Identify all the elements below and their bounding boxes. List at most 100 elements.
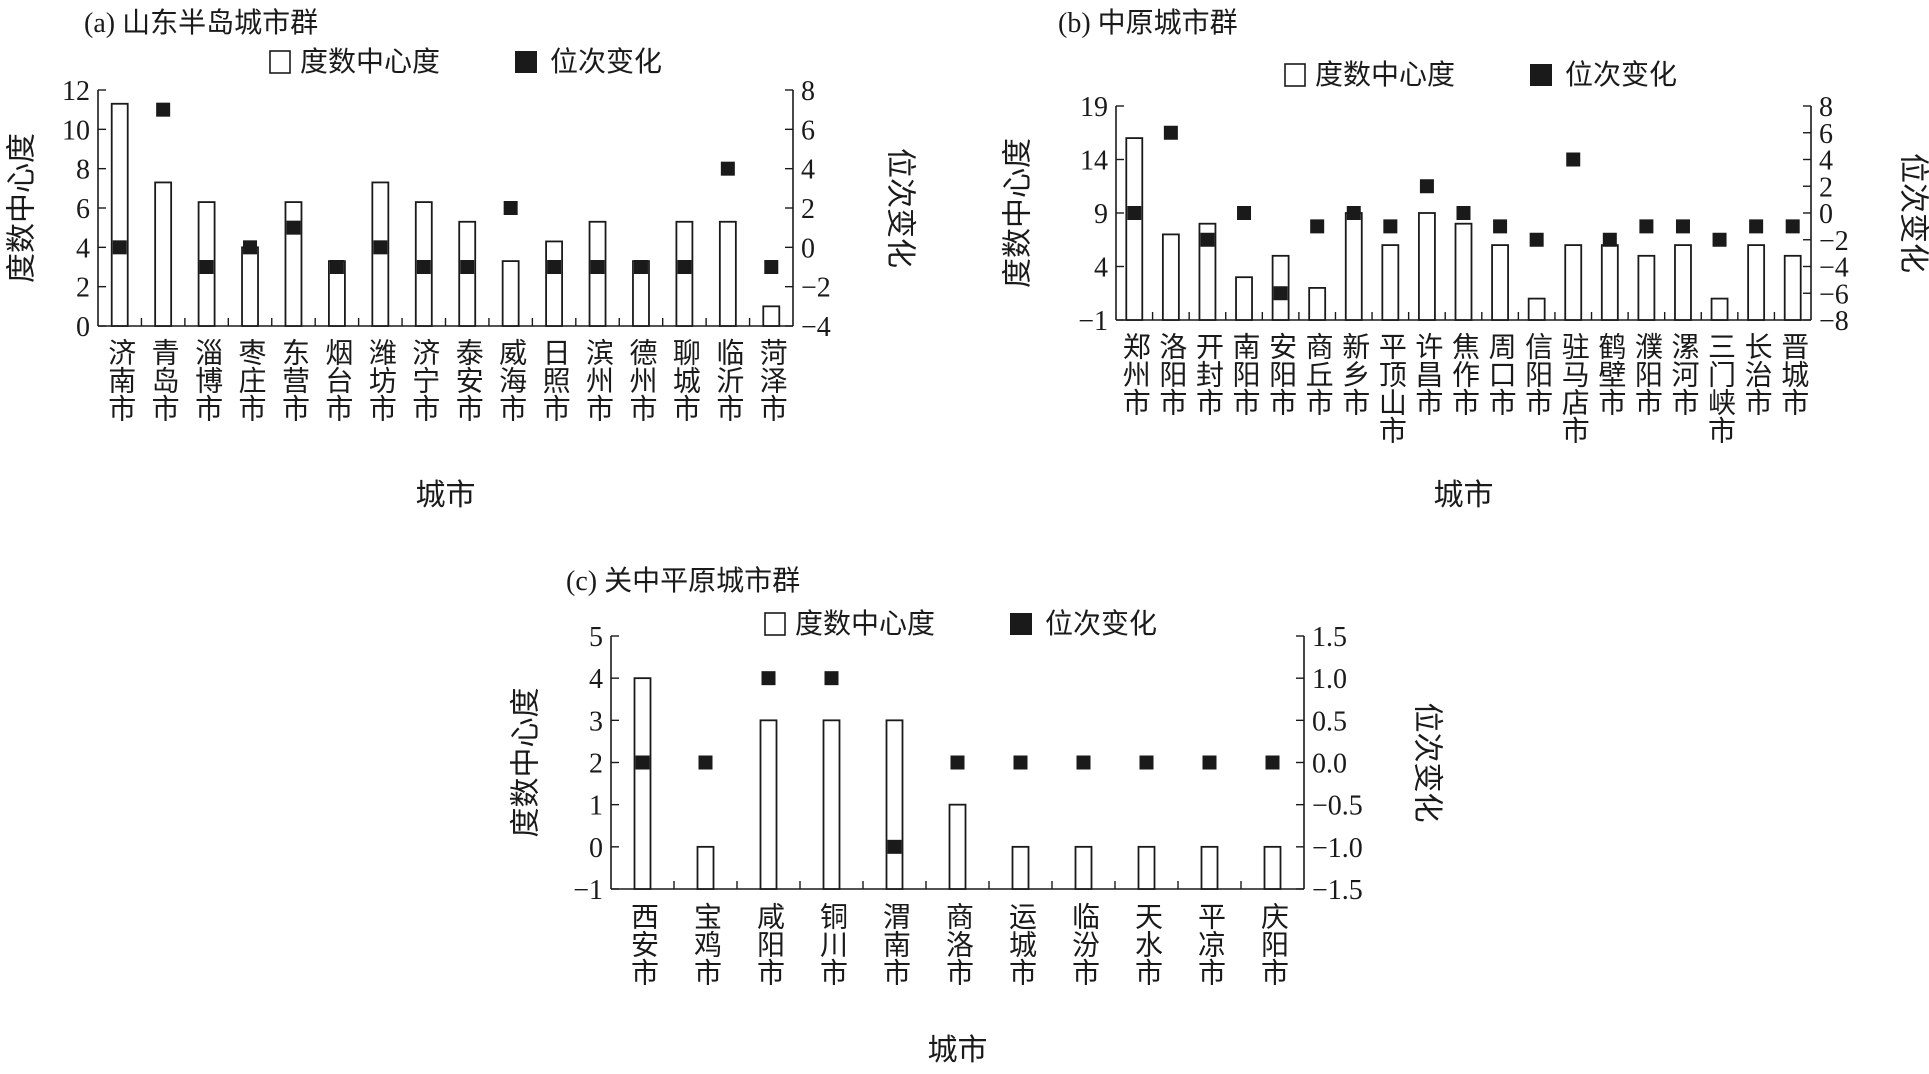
y-tick-label: 0 — [76, 312, 90, 343]
marker-rank-change — [824, 671, 839, 686]
marker-rank-change — [1139, 755, 1154, 770]
bar-degree-centrality — [1527, 297, 1546, 321]
y2-tick-label: 0 — [1819, 199, 1833, 230]
marker-rank-change — [950, 755, 965, 770]
y-tick-label: 4 — [589, 664, 603, 695]
x-tick-label: 洛阳市 — [1155, 332, 1186, 416]
marker-rank-change — [1346, 206, 1361, 220]
marker-rank-change — [1639, 219, 1654, 234]
x-tick-label: 信阳市 — [1521, 332, 1553, 416]
y2-tick-label: 0.5 — [1312, 706, 1347, 737]
x-tick-label: 日照市 — [539, 338, 570, 422]
y2-tick-label: 6 — [801, 115, 815, 146]
y2-tick-label: −6 — [1819, 279, 1849, 310]
y2-tick-label: 2 — [1819, 172, 1833, 203]
bar-degree-centrality — [1198, 222, 1217, 321]
y-axis-label: 度数中心度 — [1002, 138, 1035, 288]
y-tick-label: 2 — [589, 749, 603, 780]
marker-rank-change — [243, 240, 258, 255]
marker-rank-change — [1237, 206, 1252, 220]
legend-swatch-marker — [1530, 64, 1552, 86]
marker-rank-change — [156, 102, 171, 117]
bar-degree-centrality — [501, 260, 520, 327]
x-tick-label: 枣庄市 — [235, 338, 267, 422]
marker-rank-change — [1013, 755, 1028, 770]
bar-degree-centrality — [1263, 845, 1282, 890]
y2-tick-label: 4 — [1819, 146, 1833, 177]
bar-degree-centrality — [1747, 244, 1766, 321]
bar-degree-centrality — [696, 845, 715, 890]
x-tick-label: 鹤壁市 — [1594, 332, 1626, 416]
y2-tick-label: −1.5 — [1312, 875, 1363, 906]
bar-degree-centrality — [1710, 297, 1729, 321]
x-tick-label: 开封市 — [1192, 332, 1223, 416]
marker-rank-change — [1310, 219, 1325, 234]
bar-degree-centrality — [545, 240, 563, 327]
marker-rank-change — [635, 755, 650, 770]
marker-rank-change — [1076, 755, 1091, 770]
y2-tick-label: −8 — [1819, 306, 1849, 337]
bar-degree-centrality — [759, 719, 778, 890]
x-tick-label: 庆阳市 — [1257, 902, 1289, 986]
legend-swatch-bar — [1284, 63, 1306, 87]
y2-axis-label: 位次变化 — [1897, 153, 1929, 273]
marker-rank-change — [764, 260, 779, 274]
y2-tick-label: 8 — [801, 76, 815, 107]
chart-title: (b) 中原城市群 — [1058, 7, 1238, 39]
marker-rank-change — [1749, 219, 1764, 234]
x-tick-label: 临沂市 — [712, 338, 743, 422]
x-tick-label: 南阳市 — [1229, 332, 1260, 416]
marker-rank-change — [761, 671, 776, 686]
legend-swatch-bar — [269, 50, 291, 74]
bar-degree-centrality — [154, 181, 173, 327]
y-tick-label: −1 — [1078, 306, 1108, 337]
legend-swatch-marker — [515, 51, 537, 73]
bar-degree-centrality — [718, 220, 737, 327]
bar-degree-centrality — [1161, 233, 1180, 321]
bar-degree-centrality — [633, 677, 652, 890]
bar-degree-centrality — [1491, 244, 1509, 321]
x-tick-label: 烟台市 — [321, 338, 352, 422]
bar-degree-centrality — [1418, 212, 1436, 321]
x-tick-label: 渭南市 — [879, 902, 910, 986]
y-tick-label: 2 — [76, 273, 90, 304]
x-tick-label: 临汾市 — [1068, 902, 1099, 986]
legend-label-bar: 度数中心度 — [795, 608, 935, 640]
bar-degree-centrality — [1200, 845, 1219, 890]
x-tick-label: 菏泽市 — [756, 338, 787, 422]
y-tick-label: 3 — [589, 706, 603, 737]
y2-tick-label: 8 — [1819, 92, 1833, 123]
x-tick-label: 新乡市 — [1338, 332, 1369, 416]
y2-tick-label: 4 — [801, 155, 815, 186]
bar-degree-centrality — [1600, 244, 1619, 321]
x-tick-label: 青岛市 — [148, 338, 179, 422]
bar-degree-centrality — [1308, 286, 1327, 321]
y2-tick-label: 0.0 — [1312, 749, 1347, 780]
x-tick-label: 运城市 — [1005, 902, 1036, 986]
x-tick-label: 长治市 — [1741, 332, 1772, 416]
marker-rank-change — [1419, 179, 1434, 194]
y-tick-label: 9 — [1094, 199, 1108, 230]
marker-rank-change — [1566, 152, 1581, 167]
y-tick-label: −1 — [573, 875, 603, 906]
y2-tick-label: −2 — [801, 273, 831, 304]
bar-degree-centrality — [1074, 845, 1093, 890]
x-tick-label: 德州市 — [625, 338, 657, 422]
bar-degree-centrality — [1125, 137, 1144, 321]
marker-rank-change — [547, 260, 562, 274]
x-tick-label: 宝鸡市 — [690, 902, 722, 986]
marker-rank-change — [460, 260, 475, 274]
x-tick-label: 商丘市 — [1302, 332, 1333, 416]
x-axis-label: 城市 — [1434, 479, 1494, 512]
y2-tick-label: 1.5 — [1312, 622, 1347, 653]
marker-rank-change — [1493, 219, 1508, 234]
marker-rank-change — [590, 260, 605, 274]
y-tick-label: 0 — [589, 833, 603, 864]
bar-degree-centrality — [241, 246, 259, 327]
marker-rank-change — [1785, 219, 1800, 234]
x-tick-label: 濮阳市 — [1631, 332, 1662, 416]
y-tick-label: 4 — [1094, 253, 1108, 284]
marker-rank-change — [373, 240, 388, 255]
